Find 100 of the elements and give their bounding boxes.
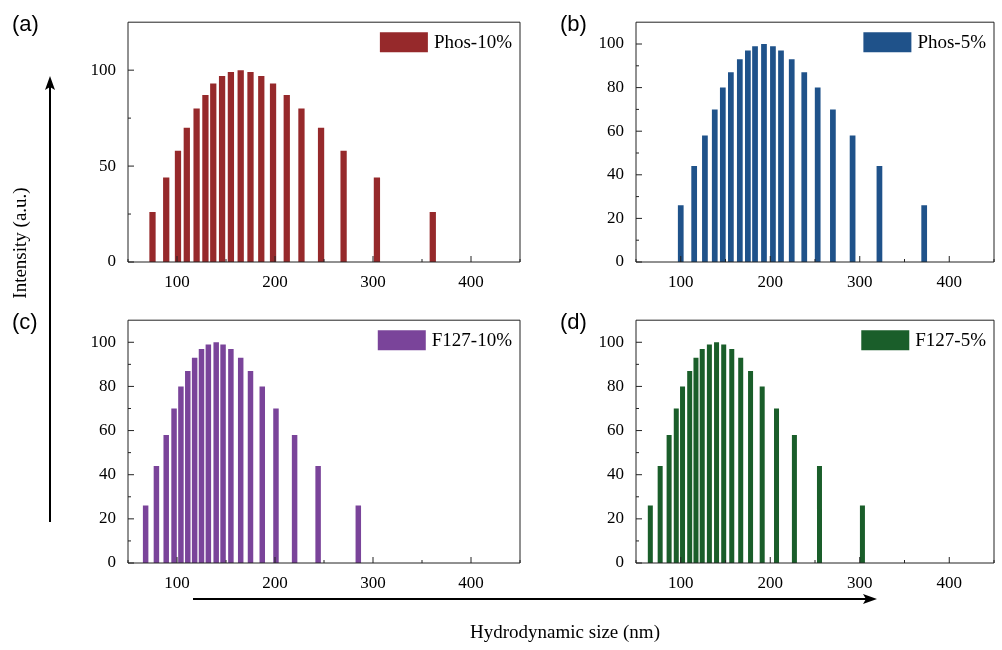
bar: [788, 59, 795, 262]
bar: [699, 348, 705, 563]
bar: [163, 177, 170, 262]
bar: [183, 127, 190, 262]
bar: [921, 205, 928, 262]
bar: [153, 465, 160, 563]
x-tick-label: 400: [936, 572, 962, 592]
bar: [702, 135, 708, 262]
bar: [748, 370, 754, 563]
legend-label: F127-5%: [915, 329, 987, 351]
y-tick-label: 60: [607, 120, 624, 140]
y-tick-label: 40: [607, 164, 624, 184]
bar: [237, 70, 244, 262]
bar: [738, 357, 744, 563]
y-tick-label: 80: [607, 77, 624, 97]
bar: [666, 434, 672, 563]
bar: [761, 44, 767, 262]
bar: [728, 72, 734, 262]
bar: [237, 357, 244, 563]
bar: [736, 59, 743, 262]
bar: [729, 348, 735, 563]
text: (b): [560, 11, 587, 37]
bar: [770, 46, 776, 262]
bar: [247, 72, 254, 262]
bar: [711, 109, 718, 262]
bar: [814, 87, 821, 262]
y-tick-label: 20: [607, 207, 624, 227]
bar: [149, 212, 156, 262]
x-tick-label: 200: [262, 572, 288, 592]
y-tick-label: 80: [99, 375, 116, 395]
bar: [291, 434, 298, 563]
y-tick-label: 20: [607, 508, 624, 528]
x-tick-label: 300: [847, 572, 873, 592]
text: (c): [12, 309, 38, 335]
x-tick-label: 400: [458, 572, 484, 592]
bar: [657, 465, 663, 563]
bar: [258, 75, 265, 262]
text: (d): [560, 309, 587, 335]
y-tick-label: 40: [607, 464, 624, 484]
bar: [198, 348, 205, 563]
x-tick-label: 200: [262, 271, 288, 291]
x-tick-label: 200: [757, 271, 783, 291]
bar: [193, 108, 200, 262]
legend-label: F127-10%: [431, 329, 513, 351]
bar: [174, 150, 182, 262]
y-tick-label: 60: [99, 420, 116, 440]
bar: [259, 386, 265, 563]
bar: [759, 386, 765, 563]
bar: [778, 50, 784, 262]
x-tick-label: 400: [936, 271, 962, 291]
bar: [830, 109, 836, 262]
bar: [647, 505, 653, 563]
x-tick-label: 300: [847, 271, 873, 291]
bar: [859, 505, 865, 563]
bar: [227, 72, 235, 262]
bar: [269, 83, 277, 262]
bar: [273, 408, 279, 563]
x-tick-label: 200: [757, 572, 783, 592]
text: (a): [12, 11, 39, 37]
bar: [706, 344, 712, 563]
y-axis-title: Intensity (a.u.): [9, 187, 31, 299]
y-tick-label: 0: [615, 552, 624, 572]
bar: [205, 344, 212, 563]
y-tick-label: 100: [90, 331, 116, 351]
bar: [691, 166, 698, 262]
bar: [816, 465, 822, 563]
x-tick-label: 100: [668, 572, 694, 592]
y-tick-label: 100: [598, 33, 624, 53]
y-tick-label: 0: [107, 251, 116, 271]
x-tick-label: 100: [164, 572, 190, 592]
x-tick-label: 100: [668, 271, 694, 291]
y-tick-label: 60: [607, 420, 624, 440]
bar: [791, 434, 797, 563]
bar: [774, 408, 780, 563]
x-axis-title: Hydrodynamic size (nm): [470, 621, 660, 643]
legend-label: Phos-10%: [433, 31, 513, 53]
bar: [228, 348, 234, 563]
y-tick-label: 100: [90, 59, 116, 79]
bar: [721, 344, 727, 563]
bar: [801, 72, 808, 262]
x-tick-label: 300: [360, 572, 386, 592]
legend-label: Phos-5%: [917, 31, 987, 53]
y-tick-label: 100: [598, 331, 624, 351]
y-tick-label: 0: [107, 552, 116, 572]
x-tick-label: 300: [360, 271, 386, 291]
y-tick-label: 80: [607, 375, 624, 395]
bar: [429, 212, 436, 262]
x-tick-label: 100: [164, 271, 190, 291]
y-tick-label: 0: [615, 251, 624, 271]
bar: [719, 87, 726, 262]
bar: [714, 342, 720, 563]
y-tick-label: 20: [99, 508, 116, 528]
bar: [283, 95, 290, 262]
bar: [677, 205, 684, 262]
y-tick-label: 40: [99, 464, 116, 484]
bar: [163, 434, 169, 563]
bar: [298, 108, 305, 262]
bar: [315, 465, 321, 563]
bar: [317, 127, 325, 262]
bar: [340, 150, 347, 262]
